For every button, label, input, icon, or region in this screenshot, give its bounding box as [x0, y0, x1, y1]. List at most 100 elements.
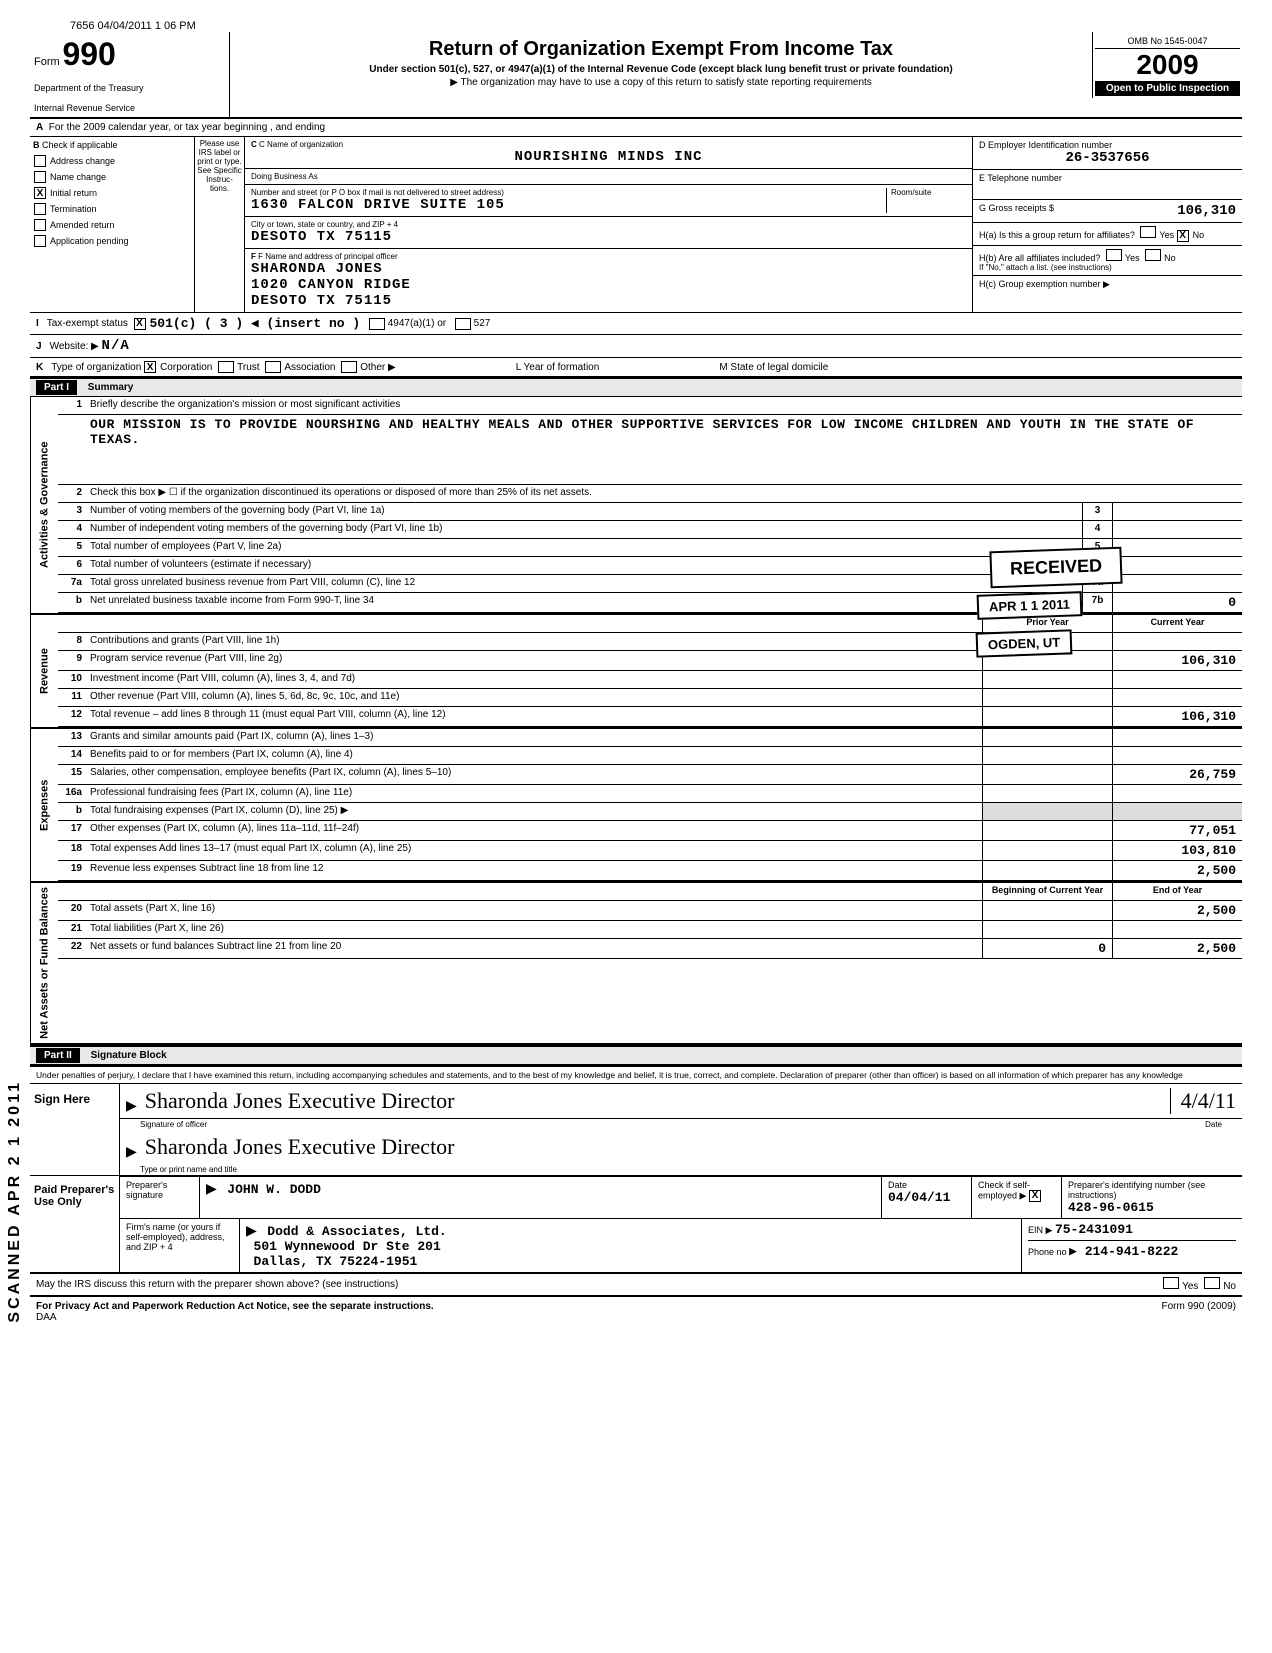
527-label: 527	[474, 318, 491, 329]
current-year-value	[1112, 633, 1242, 650]
checkbox[interactable]	[34, 155, 46, 167]
city-label: City or town, state or country, and ZIP …	[251, 220, 966, 229]
org-name-label: C Name of organization	[259, 140, 343, 149]
form-label: Form	[34, 56, 60, 68]
hb-no-checkbox[interactable]	[1145, 249, 1161, 261]
trust-checkbox[interactable]	[218, 361, 234, 373]
prep-sig-label: Preparer's signature	[120, 1177, 200, 1218]
check-label: Name change	[50, 172, 106, 182]
privacy-notice: For Privacy Act and Paperwork Reduction …	[36, 1301, 434, 1312]
ptin-value: 428-96-0615	[1068, 1200, 1236, 1215]
line-j: J Website: ▶ N/A	[30, 335, 1242, 358]
summary-row: 10Investment income (Part VIII, column (…	[58, 671, 1242, 689]
row-text: Total revenue – add lines 8 through 11 (…	[86, 707, 982, 726]
row-text: Other expenses (Part IX, column (A), lin…	[86, 821, 982, 840]
row-number: 2	[58, 485, 86, 502]
other-label: Other ▶	[360, 362, 395, 373]
file-stamp: 7656 04/04/2011 1 06 PM	[30, 20, 1242, 32]
section-side-label: Activities & Governance	[30, 397, 58, 613]
part-2-header: Part II Signature Block	[30, 1045, 1242, 1065]
row-number: 21	[58, 921, 86, 938]
summary-row: bTotal fundraising expenses (Part IX, co…	[58, 803, 1242, 821]
summary-row: 16aProfessional fundraising fees (Part I…	[58, 785, 1242, 803]
org-name: NOURISHING MINDS INC	[251, 149, 966, 165]
row-index: 3	[1082, 503, 1112, 520]
row-text: Program service revenue (Part VIII, line…	[86, 651, 982, 670]
section-b: B Check if applicable Address changeName…	[30, 137, 1242, 313]
row-text: Number of independent voting members of …	[86, 521, 1082, 538]
check-row: Amended return	[30, 217, 194, 233]
row-text: Total gross unrelated business revenue f…	[86, 575, 1082, 592]
check-label: Termination	[50, 204, 97, 214]
row-number: 15	[58, 765, 86, 784]
checkbox[interactable]	[34, 203, 46, 215]
current-year-value: 77,051	[1112, 821, 1242, 840]
corp-checkbox[interactable]: X	[144, 361, 156, 373]
dept-treasury: Department of the Treasury	[34, 83, 225, 93]
preparer-name: JOHN W. DODD	[227, 1182, 321, 1197]
checkbox[interactable]	[34, 235, 46, 247]
form-note: ▶ The organization may have to use a cop…	[236, 77, 1086, 88]
current-year-value	[1112, 747, 1242, 764]
row-value	[1112, 557, 1242, 574]
hb-yes-checkbox[interactable]	[1106, 249, 1122, 261]
row-value	[1112, 539, 1242, 556]
row-text: Briefly describe the organization's miss…	[86, 397, 1242, 414]
check-row: XInitial return	[30, 185, 194, 201]
summary-row: 19Revenue less expenses Subtract line 18…	[58, 861, 1242, 881]
row-number: 20	[58, 901, 86, 920]
check-row: Application pending	[30, 233, 194, 249]
row-text: Other revenue (Part VIII, column (A), li…	[86, 689, 982, 706]
4947-label: 4947(a)(1) or	[388, 318, 446, 329]
ha-yes-checkbox[interactable]	[1140, 226, 1156, 238]
summary-row: OUR MISSION IS TO PROVIDE NOURSHING AND …	[58, 415, 1242, 485]
row-value	[1112, 503, 1242, 520]
row-number: 22	[58, 939, 86, 958]
summary-row: 11Other revenue (Part VIII, column (A), …	[58, 689, 1242, 707]
received-loc-stamp: OGDEN, UT	[975, 629, 1072, 657]
current-year-value: 103,810	[1112, 841, 1242, 860]
date-label: Date	[1205, 1120, 1222, 1129]
self-employed-checkbox[interactable]: X	[1029, 1190, 1041, 1202]
summary-row: 18Total expenses Add lines 13–17 (must e…	[58, 841, 1242, 861]
checkbox[interactable]: X	[34, 187, 46, 199]
open-inspection: Open to Public Inspection	[1095, 81, 1240, 96]
ha-no-checkbox[interactable]: X	[1177, 230, 1189, 242]
sign-here-label: Sign Here	[30, 1084, 120, 1175]
501c-checkbox[interactable]: X	[134, 318, 146, 330]
ha-label: H(a) Is this a group return for affiliat…	[979, 230, 1135, 240]
assoc-checkbox[interactable]	[265, 361, 281, 373]
row-text: Total number of employees (Part V, line …	[86, 539, 1082, 556]
irs-label-instructions: Please use IRS label or print or type. S…	[195, 137, 245, 312]
line-a: A For the 2009 calendar year, or tax yea…	[30, 119, 1242, 137]
print-name-label: Type or print name and title	[120, 1164, 1242, 1175]
discuss-yes-checkbox[interactable]	[1163, 1277, 1179, 1289]
summary-row: 22Net assets or fund balances Subtract l…	[58, 939, 1242, 959]
row-number: 1	[58, 397, 86, 414]
row-text: Total liabilities (Part X, line 26)	[86, 921, 982, 938]
prior-year-value	[982, 671, 1112, 688]
current-year-value	[1112, 921, 1242, 938]
current-year-value: 106,310	[1112, 651, 1242, 670]
checkbox[interactable]	[34, 219, 46, 231]
prior-year-value	[982, 765, 1112, 784]
ptin-label: Preparer's identifying number (see instr…	[1068, 1180, 1236, 1200]
col-header: End of Year	[1112, 883, 1242, 900]
discuss-no-checkbox[interactable]	[1204, 1277, 1220, 1289]
arrow-icon: ▶	[126, 1097, 137, 1114]
row-number: 5	[58, 539, 86, 556]
form-number: 990	[62, 36, 115, 72]
firm-ein: 75-2431091	[1055, 1222, 1133, 1237]
other-checkbox[interactable]	[341, 361, 357, 373]
summary-row: 20Total assets (Part X, line 16) 2,500	[58, 901, 1242, 921]
summary-section: Activities & Governance1Briefly describe…	[30, 397, 1242, 615]
prior-year-value	[982, 689, 1112, 706]
self-employed-label: Check if self-employed ▶	[978, 1180, 1030, 1201]
checkbox[interactable]	[34, 171, 46, 183]
part-1-label: Part I	[36, 380, 77, 395]
summary-row: 12Total revenue – add lines 8 through 11…	[58, 707, 1242, 727]
row-number: 4	[58, 521, 86, 538]
527-checkbox[interactable]	[455, 318, 471, 330]
prior-year-value	[982, 707, 1112, 726]
4947-checkbox[interactable]	[369, 318, 385, 330]
